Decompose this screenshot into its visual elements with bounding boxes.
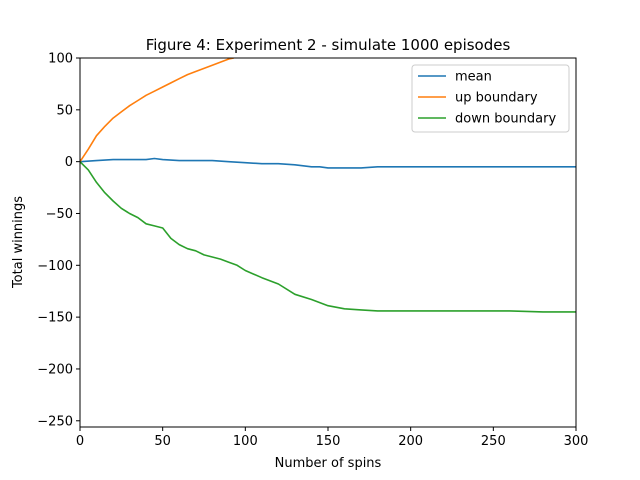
legend-label-mean: mean xyxy=(455,70,492,85)
y-tick-label: −50 xyxy=(46,207,73,222)
y-axis-ticks: 100 50 0 −50 −100 −150 −200 −250 xyxy=(37,52,80,429)
x-tick-label: 50 xyxy=(154,434,171,449)
y-tick-label: −250 xyxy=(37,414,73,429)
x-tick-label: 300 xyxy=(564,434,589,449)
y-tick-label: 100 xyxy=(48,52,73,67)
x-tick-label: 100 xyxy=(233,434,258,449)
series-line-mean xyxy=(80,157,576,169)
plot-frame xyxy=(79,57,577,428)
y-tick-label: 50 xyxy=(56,103,73,118)
y-axis-label: Total winnings xyxy=(11,196,26,289)
x-axis-ticks: 0 50 100 150 200 250 300 xyxy=(76,427,589,449)
y-tick-label: −200 xyxy=(37,362,73,377)
y-tick-label: −150 xyxy=(37,311,73,326)
series-lines xyxy=(80,58,576,313)
x-tick-label: 0 xyxy=(76,434,84,449)
series-line-up-boundary xyxy=(80,58,234,163)
y-tick-label: −100 xyxy=(37,259,73,274)
x-tick-label: 200 xyxy=(398,434,423,449)
x-axis-label: Number of spins xyxy=(275,456,382,471)
legend-label-up-boundary: up boundary xyxy=(455,91,538,106)
series-line-down-boundary xyxy=(80,161,576,313)
y-tick-label: 0 xyxy=(65,155,73,170)
x-tick-label: 150 xyxy=(316,434,341,449)
x-tick-label: 250 xyxy=(481,434,506,449)
chart-title: Figure 4: Experiment 2 - simulate 1000 e… xyxy=(146,36,511,54)
legend-label-down-boundary: down boundary xyxy=(455,112,556,127)
legend-box xyxy=(411,64,570,133)
legend: mean up boundary down boundary xyxy=(411,64,570,133)
